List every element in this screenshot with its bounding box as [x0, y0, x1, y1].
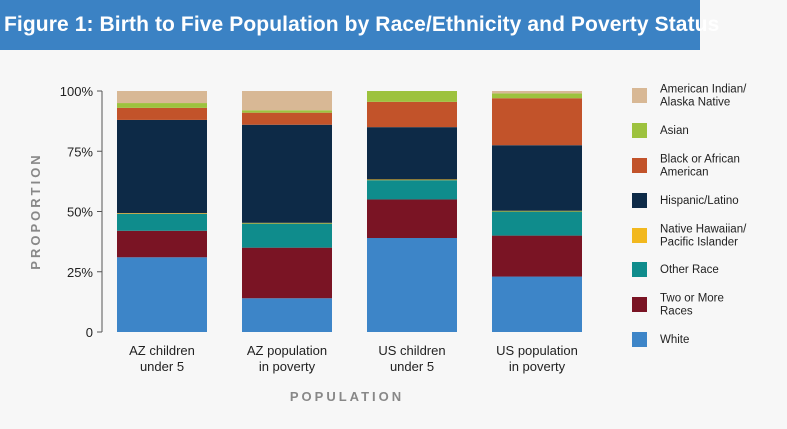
bar-segment: [367, 238, 457, 332]
legend-label: Asian: [660, 125, 689, 137]
bar-segment: [492, 235, 582, 277]
bar-segment: [117, 107, 207, 120]
legend-label: Races: [660, 306, 693, 318]
bar-segment: [242, 112, 332, 125]
y-tick-label: 75%: [67, 144, 93, 159]
x-category-label: under 5: [140, 359, 184, 374]
bar-segment: [242, 91, 332, 111]
legend-label: American: [660, 167, 709, 179]
bar-segment: [242, 222, 332, 224]
x-category-label: US children: [378, 343, 445, 358]
bar-segment: [492, 210, 582, 212]
bar-segment: [492, 98, 582, 146]
legend-label: Other Race: [660, 264, 719, 276]
bar-segment: [117, 213, 207, 214]
y-tick-label: 50%: [67, 205, 93, 220]
x-category-label: in poverty: [259, 359, 316, 374]
x-category-label: in poverty: [509, 359, 566, 374]
bar-segment: [367, 179, 457, 181]
bar-segment: [117, 91, 207, 104]
legend-label: Native Hawaiian/: [660, 224, 747, 236]
legend-swatch: [632, 193, 647, 208]
figure-title: Figure 1: Birth to Five Population by Ra…: [4, 13, 720, 36]
bar-segment: [367, 91, 457, 102]
legend-label: White: [660, 334, 689, 346]
x-axis-title: POPULATION: [290, 389, 404, 404]
bar-segment: [117, 230, 207, 258]
y-tick-label: 0: [86, 325, 93, 340]
bar-segment: [117, 119, 207, 214]
legend-label: Pacific Islander: [660, 237, 738, 249]
x-category-label: AZ children: [129, 343, 195, 358]
x-category-label: US population: [496, 343, 578, 358]
legend-label: Alaska Native: [660, 97, 730, 109]
legend-label: Hispanic/Latino: [660, 195, 739, 207]
bar-segment: [242, 223, 332, 248]
legend-swatch: [632, 228, 647, 243]
bar-segment: [367, 127, 457, 180]
legend-label: Two or More: [660, 293, 724, 305]
bar-segment: [492, 276, 582, 332]
bar-segment: [117, 213, 207, 231]
y-tick-label: 25%: [67, 265, 93, 280]
legend-swatch: [632, 262, 647, 277]
bar-segment: [242, 298, 332, 332]
bar-segment: [492, 211, 582, 236]
legend-swatch: [632, 88, 647, 103]
bar-segment: [492, 145, 582, 211]
y-tick-label: 100%: [60, 84, 94, 99]
legend-swatch: [632, 123, 647, 138]
bar-segment: [117, 257, 207, 332]
legend-swatch: [632, 297, 647, 312]
legend-label: American Indian/: [660, 84, 747, 96]
legend-swatch: [632, 158, 647, 173]
bar-segment: [492, 93, 582, 99]
x-category-label: under 5: [390, 359, 434, 374]
legend-swatch: [632, 332, 647, 347]
bar-segment: [367, 180, 457, 200]
title-bar: Figure 1: Birth to Five Population by Ra…: [0, 0, 719, 50]
x-category-label: AZ population: [247, 343, 327, 358]
bar-segment: [242, 247, 332, 299]
bar-segment: [242, 124, 332, 223]
bar-segment: [117, 103, 207, 108]
bar-segment: [367, 199, 457, 239]
bar-segment: [492, 91, 582, 94]
legend-label: Black or African: [660, 154, 740, 166]
bar-segment: [242, 110, 332, 113]
bar-segment: [367, 101, 457, 128]
y-axis-title: PROPORTION: [28, 152, 43, 269]
